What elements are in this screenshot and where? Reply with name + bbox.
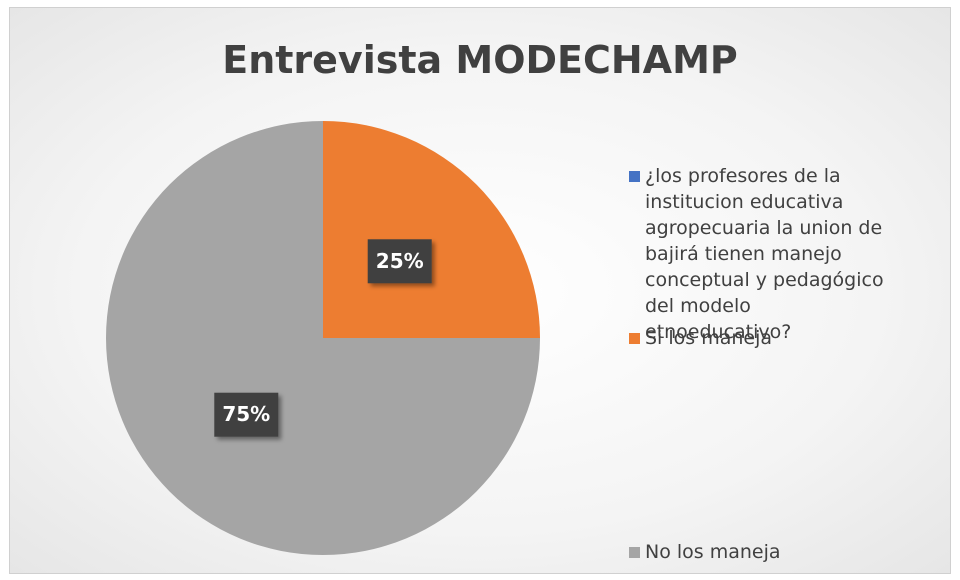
legend-item: Si los maneja — [629, 325, 885, 351]
legend-label: No los maneja — [645, 541, 781, 563]
legend-key — [629, 547, 640, 558]
data-label: 75% — [222, 402, 270, 426]
pie-slice — [106, 121, 540, 555]
legend-label: ¿los profesores de la institucion educat… — [645, 165, 884, 343]
legend-key — [629, 333, 640, 344]
legend-item: No los maneja — [629, 539, 885, 565]
legend-label: Si los maneja — [645, 327, 773, 349]
legend-key — [629, 171, 640, 182]
data-label-box — [367, 239, 432, 284]
chart-title: Entrevista MODECHAMP — [222, 38, 738, 82]
data-label-box — [214, 392, 279, 437]
data-label: 25% — [376, 249, 424, 273]
legend-item: ¿los profesores de la institucion educat… — [629, 163, 885, 345]
pie-slice — [323, 121, 540, 338]
